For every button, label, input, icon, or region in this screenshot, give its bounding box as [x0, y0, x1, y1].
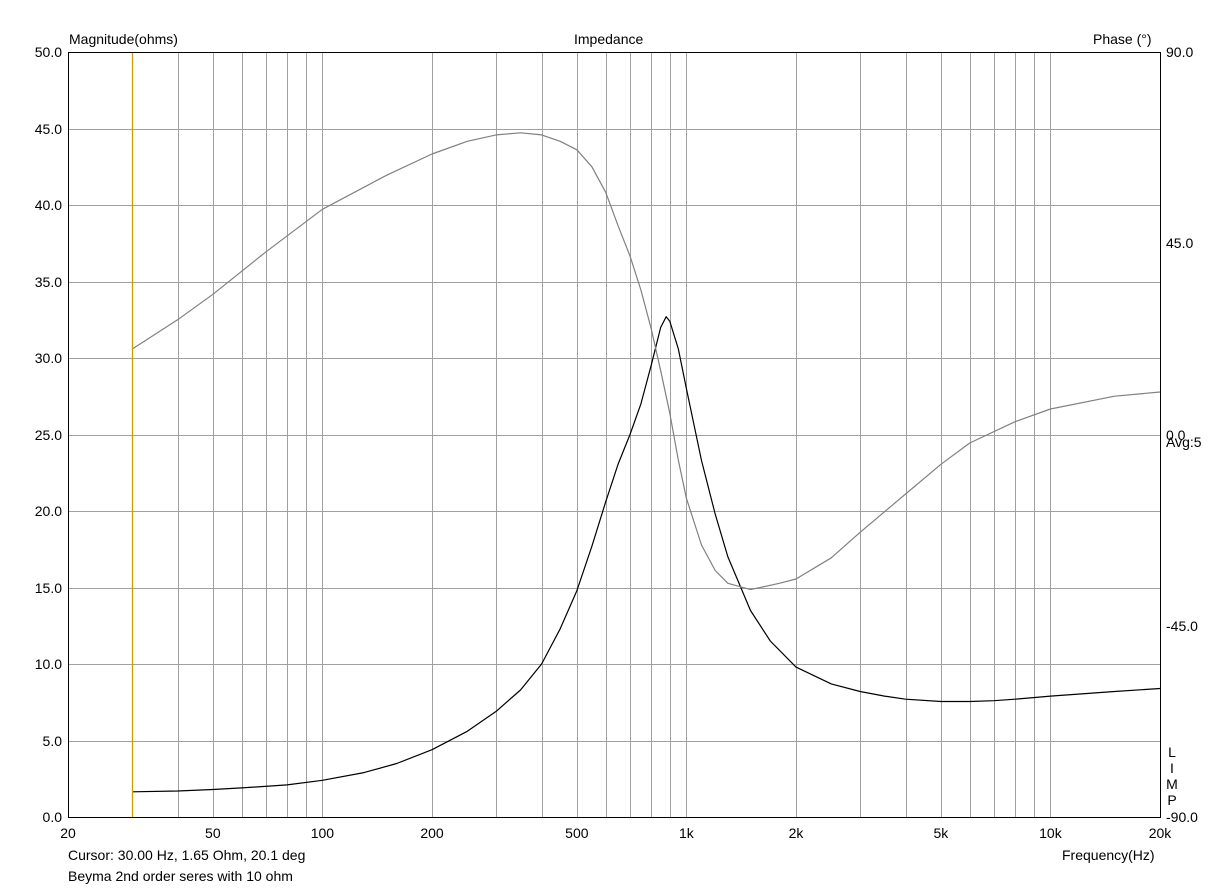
avg-annotation: Avg:5	[1166, 434, 1202, 450]
y-right-tick-label: -90.0	[1166, 809, 1198, 825]
measurement-note: Beyma 2nd order seres with 10 ohm	[68, 868, 293, 884]
y-left-tick-label: 35.0	[34, 273, 62, 290]
limp-letter-p: P	[1167, 792, 1177, 808]
cursor-readout: Cursor: 30.00 Hz, 1.65 Ohm, 20.1 deg	[68, 847, 306, 863]
chart-title: Impedance	[574, 31, 644, 47]
series-layer	[131, 52, 1161, 817]
y-left-tick-label: 25.0	[34, 426, 62, 443]
magnitude-curve	[132, 316, 1161, 793]
x-tick-label: 200	[420, 825, 444, 841]
y-left-tick-label: 10.0	[34, 656, 62, 672]
y-left-tick-label: 40.0	[34, 197, 62, 213]
y-left-tick-label: 20.0	[34, 503, 62, 519]
y-right-tick-label: 0.0	[1166, 426, 1186, 443]
grid-layer	[68, 52, 1160, 818]
y-axis-left-label: Magnitude(ohms)	[69, 31, 178, 47]
x-tick-label: 20	[60, 825, 76, 841]
x-tick-label: 5k	[933, 825, 949, 841]
x-tick-label: 2k	[788, 825, 804, 841]
x-tick-label: 500	[565, 825, 589, 841]
phase-curve	[131, 132, 1161, 591]
y-left-tick-label: 30.0	[34, 350, 62, 366]
plot-frame	[68, 52, 1161, 818]
y-left-tick-label: 5.0	[42, 732, 62, 749]
y-left-tick-label: 15.0	[34, 579, 62, 596]
limp-letter-m: M	[1166, 776, 1178, 792]
x-tick-label: 1k	[679, 825, 694, 841]
limp-letter-l: L	[1168, 744, 1176, 760]
y-left-tick-label: 0.0	[42, 809, 62, 825]
x-tick-label: 50	[205, 825, 221, 841]
x-tick-label: 20k	[1148, 825, 1172, 841]
y-right-tick-label: 45.0	[1166, 235, 1194, 252]
y-left-tick-label: 50.0	[34, 44, 62, 60]
y-axis-right-label: Phase (°)	[1093, 31, 1152, 47]
y-right-tick-label: 90.0	[1166, 44, 1194, 60]
x-tick-label: 10k	[1039, 825, 1062, 841]
x-axis-label: Frequency(Hz)	[1062, 847, 1155, 863]
limp-letter-i: I	[1170, 760, 1174, 776]
y-left-tick-label: 45.0	[34, 120, 62, 137]
y-right-tick-label: -45.0	[1166, 617, 1198, 634]
x-tick-label: 100	[310, 825, 335, 841]
